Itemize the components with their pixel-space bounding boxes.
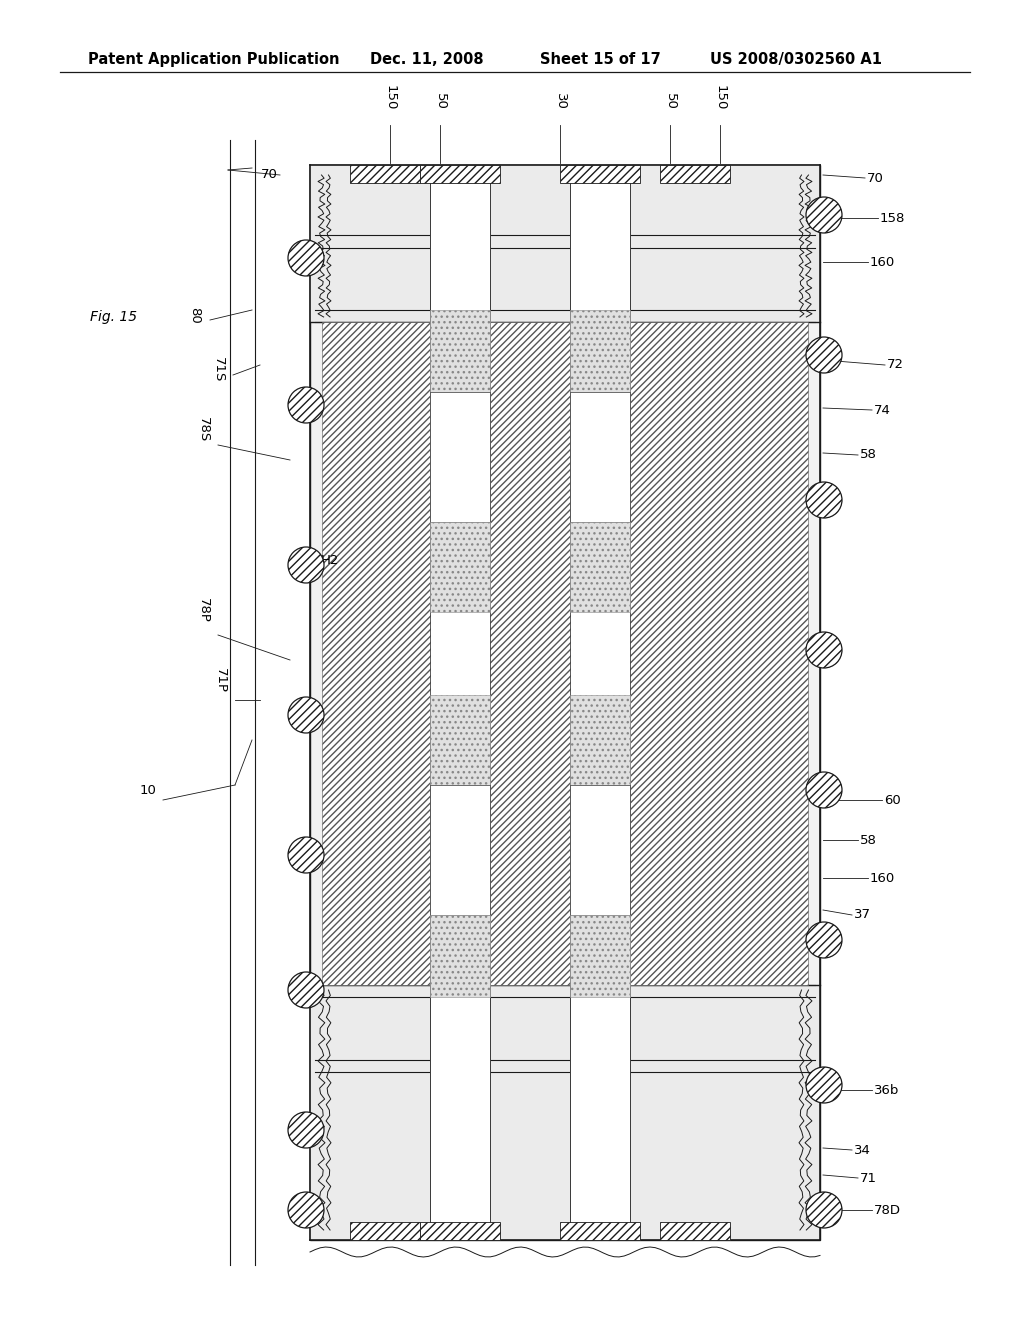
Bar bbox=[570, 785, 630, 915]
Circle shape bbox=[806, 337, 842, 374]
Text: H2: H2 bbox=[321, 553, 339, 566]
Text: 36b: 36b bbox=[874, 1084, 899, 1097]
Text: 158: 158 bbox=[880, 211, 905, 224]
Circle shape bbox=[288, 240, 324, 276]
Text: 160: 160 bbox=[870, 256, 895, 268]
Text: 74: 74 bbox=[874, 404, 891, 417]
Text: 71P: 71P bbox=[213, 668, 226, 693]
Text: 58: 58 bbox=[860, 833, 877, 846]
Circle shape bbox=[806, 921, 842, 958]
Bar bbox=[430, 696, 490, 785]
Text: 60: 60 bbox=[884, 793, 901, 807]
Bar bbox=[350, 165, 420, 183]
Bar bbox=[560, 165, 640, 183]
Bar bbox=[660, 1222, 730, 1239]
Bar bbox=[430, 785, 490, 915]
Circle shape bbox=[288, 837, 324, 873]
Text: 80: 80 bbox=[188, 306, 202, 323]
Bar bbox=[430, 310, 490, 392]
Text: 58: 58 bbox=[860, 449, 877, 462]
Bar bbox=[430, 915, 490, 997]
Circle shape bbox=[288, 972, 324, 1008]
Text: 34: 34 bbox=[854, 1143, 870, 1156]
Text: 72: 72 bbox=[887, 359, 904, 371]
Text: 71S: 71S bbox=[212, 358, 224, 383]
Bar bbox=[570, 310, 630, 392]
Text: 70: 70 bbox=[867, 172, 884, 185]
Text: 70: 70 bbox=[261, 169, 278, 181]
Bar bbox=[430, 165, 490, 1239]
Text: 78S: 78S bbox=[197, 417, 210, 442]
Bar bbox=[420, 165, 500, 183]
Circle shape bbox=[288, 387, 324, 422]
Text: 78D: 78D bbox=[874, 1204, 901, 1217]
Text: Sheet 15 of 17: Sheet 15 of 17 bbox=[540, 51, 660, 67]
Text: 150: 150 bbox=[384, 84, 396, 110]
Text: 37: 37 bbox=[854, 908, 871, 921]
Bar bbox=[570, 521, 630, 612]
Circle shape bbox=[806, 197, 842, 234]
Bar bbox=[430, 392, 490, 521]
Bar bbox=[570, 915, 630, 997]
Bar bbox=[310, 165, 820, 1239]
Circle shape bbox=[806, 632, 842, 668]
Text: 30: 30 bbox=[554, 94, 566, 110]
Circle shape bbox=[806, 772, 842, 808]
Text: Patent Application Publication: Patent Application Publication bbox=[88, 51, 340, 67]
Circle shape bbox=[806, 1192, 842, 1228]
Text: Fig. 15: Fig. 15 bbox=[90, 310, 137, 323]
Bar bbox=[310, 985, 820, 1239]
Bar bbox=[322, 322, 808, 985]
Bar bbox=[420, 1222, 500, 1239]
Circle shape bbox=[288, 697, 324, 733]
Text: Dec. 11, 2008: Dec. 11, 2008 bbox=[370, 51, 483, 67]
Text: 50: 50 bbox=[664, 94, 677, 110]
Bar bbox=[570, 392, 630, 521]
Circle shape bbox=[288, 1192, 324, 1228]
Text: 150: 150 bbox=[714, 84, 726, 110]
Circle shape bbox=[806, 482, 842, 517]
Text: US 2008/0302560 A1: US 2008/0302560 A1 bbox=[710, 51, 882, 67]
Bar bbox=[310, 165, 820, 322]
Bar bbox=[570, 165, 630, 1239]
Bar bbox=[660, 165, 730, 183]
Circle shape bbox=[806, 1067, 842, 1104]
Circle shape bbox=[288, 546, 324, 583]
Text: 78P: 78P bbox=[197, 598, 210, 623]
Text: 10: 10 bbox=[139, 784, 157, 796]
Circle shape bbox=[288, 1111, 324, 1148]
Bar bbox=[350, 1222, 420, 1239]
Text: 50: 50 bbox=[433, 94, 446, 110]
Bar bbox=[560, 1222, 640, 1239]
Bar bbox=[570, 696, 630, 785]
Bar bbox=[430, 521, 490, 612]
Text: 160: 160 bbox=[870, 871, 895, 884]
Text: 71: 71 bbox=[860, 1172, 877, 1184]
